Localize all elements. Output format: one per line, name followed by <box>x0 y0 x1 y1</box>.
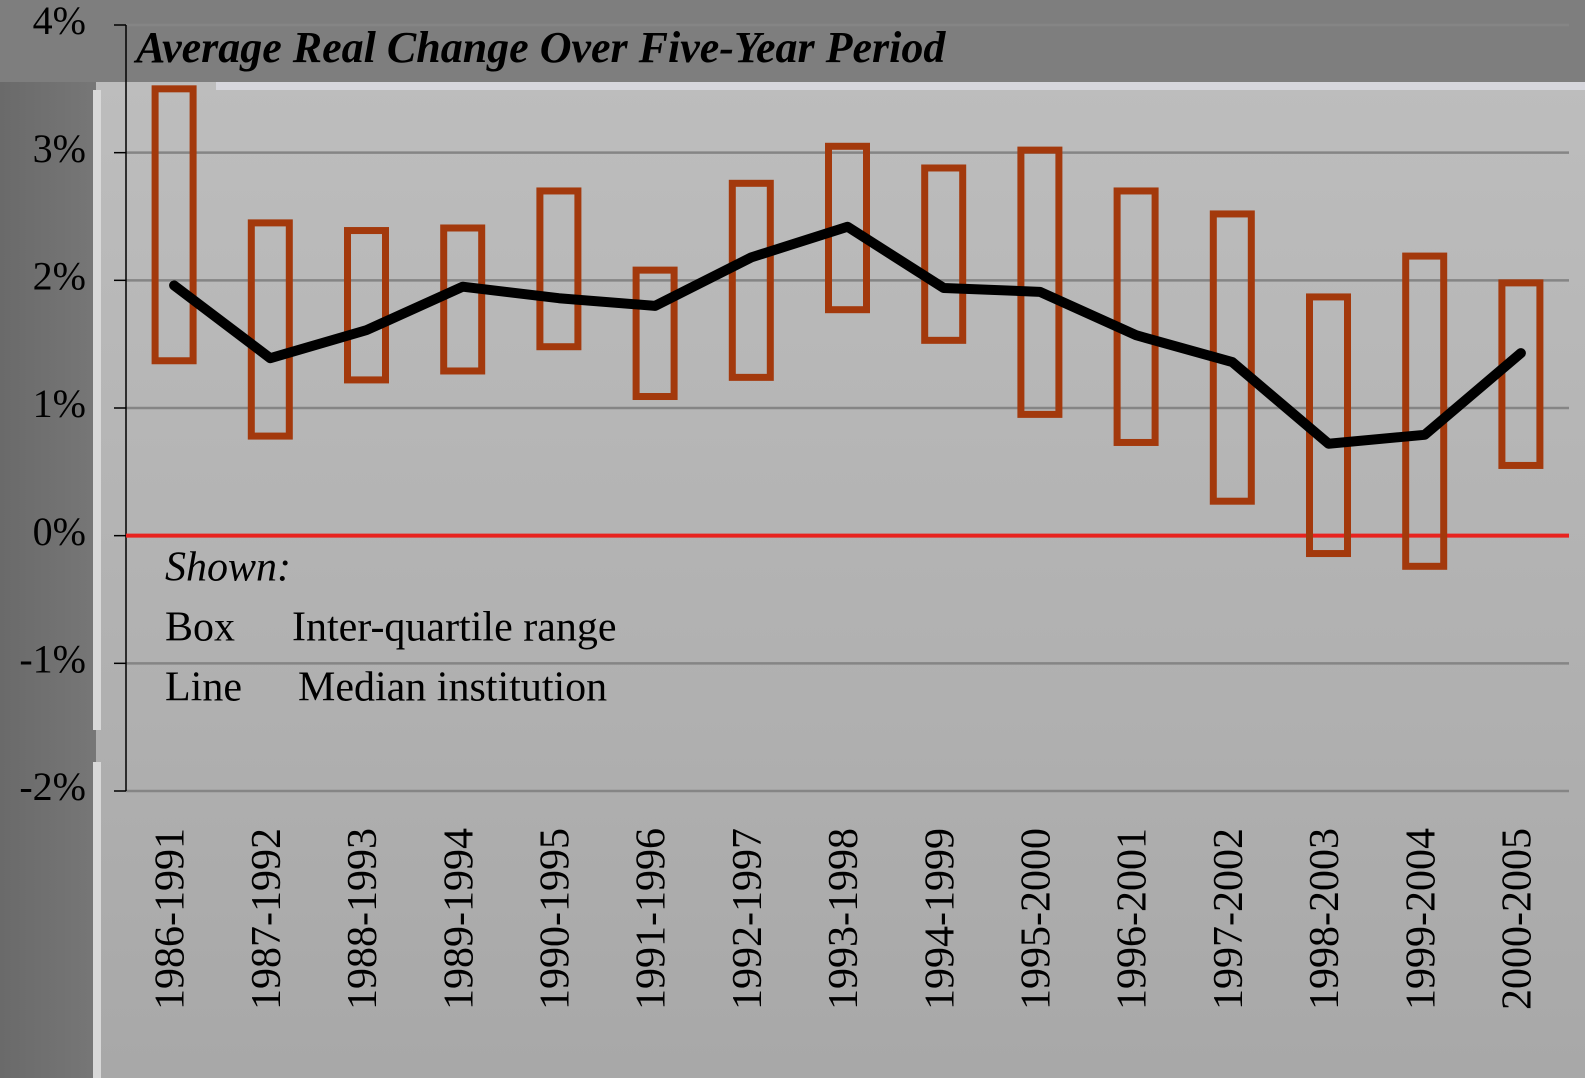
x-tick-label: 1988-1993 <box>340 828 386 1010</box>
x-tick-label: 1989-1994 <box>436 828 482 1010</box>
iqr-box <box>1017 146 1063 418</box>
y-tick-label: 0% <box>33 509 86 554</box>
iqr-box <box>632 266 678 401</box>
decor-stripe <box>216 82 1585 90</box>
iqr-box <box>1402 252 1448 570</box>
header-band <box>0 0 1585 82</box>
x-tick-label: 1990-1995 <box>533 828 579 1010</box>
legend-description: Inter-quartile range <box>292 605 616 651</box>
legend-label: Box <box>165 605 235 651</box>
y-tick-label: -1% <box>19 637 86 682</box>
decor-stripe <box>93 90 101 730</box>
y-tick-label: 1% <box>33 381 86 426</box>
iqr-box <box>1113 187 1159 446</box>
legend-title: Shown: <box>165 545 291 591</box>
iqr-box <box>536 187 582 351</box>
x-tick-label: 1991-1996 <box>629 828 675 1010</box>
iqr-box <box>151 85 197 365</box>
legend-label: Line <box>165 665 242 711</box>
x-tick-label: 1995-2000 <box>1014 828 1060 1010</box>
x-tick-label: 1994-1999 <box>917 828 963 1010</box>
y-tick-label: 3% <box>33 126 86 171</box>
legend-description: Median institution <box>298 665 607 711</box>
decor-stripe <box>93 762 101 1078</box>
chart-title: Average Real Change Over Five-Year Perio… <box>133 23 946 72</box>
iqr-box <box>247 219 293 440</box>
x-tick-label: 1986-1991 <box>148 828 194 1010</box>
x-tick-label: 1987-1992 <box>244 828 290 1010</box>
y-tick-label: 2% <box>33 254 86 299</box>
x-tick-label: 2000-2005 <box>1495 828 1541 1010</box>
iqr-box <box>921 164 967 344</box>
y-tick-label: -2% <box>19 764 86 809</box>
iqr-box <box>344 227 389 384</box>
iqr-box <box>728 179 774 381</box>
x-tick-label: 1999-2004 <box>1398 828 1444 1010</box>
median-line <box>169 221 1526 449</box>
x-tick-label: 1997-2002 <box>1206 828 1252 1010</box>
x-tick-label: 1998-2003 <box>1302 828 1348 1010</box>
x-tick-label: 1996-2001 <box>1110 828 1156 1010</box>
y-tick-label: 4% <box>33 0 86 43</box>
x-tick-label: 1993-1998 <box>821 828 867 1010</box>
x-tick-label: 1992-1997 <box>725 828 771 1010</box>
